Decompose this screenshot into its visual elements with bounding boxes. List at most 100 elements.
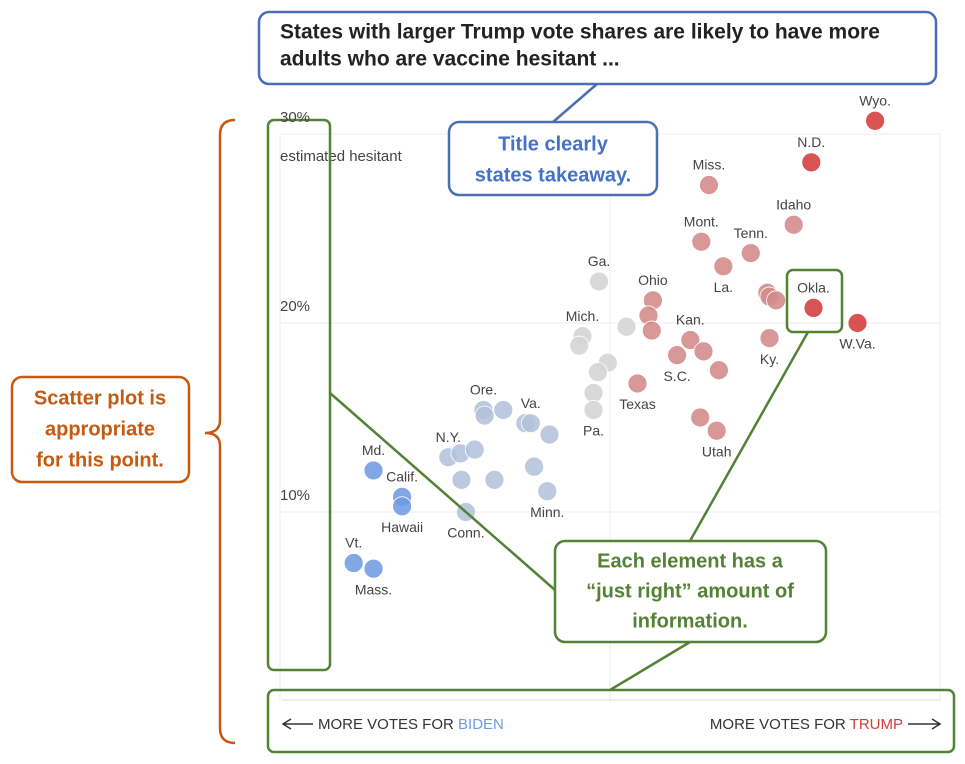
point-label: N.Y. [436, 429, 461, 445]
callout-text: “just right” amount of [586, 580, 794, 602]
chart-title: States with larger Trump vote shares are… [280, 21, 880, 44]
point-label: La. [714, 279, 733, 295]
point [363, 460, 384, 481]
point [474, 405, 495, 426]
point-label: W.Va. [839, 336, 875, 352]
callout-text: Scatter plot is [34, 387, 166, 409]
point [801, 152, 822, 173]
point-label: Minn. [530, 504, 564, 520]
point [524, 456, 544, 477]
point [766, 290, 786, 311]
connector [329, 392, 556, 591]
x-label-left-highlight: BIDEN [458, 716, 504, 733]
point-label: Pa. [583, 423, 604, 439]
point [690, 407, 711, 428]
bracket [204, 118, 236, 745]
callout-text: states takeaway. [475, 164, 631, 186]
point [464, 439, 485, 460]
point-label: Miss. [693, 157, 726, 173]
x-label-right: MORE VOTES FOR TRUMP [710, 716, 903, 733]
point [759, 328, 780, 349]
point [691, 231, 712, 252]
point [740, 243, 761, 263]
point [588, 362, 608, 383]
title-box [257, 10, 938, 86]
point-label: Mass. [355, 581, 392, 597]
arrow-left [281, 718, 313, 730]
callout-text: Title clearly [498, 133, 609, 155]
point [451, 469, 472, 490]
highlight-box [266, 688, 956, 754]
callout-box [447, 120, 659, 197]
y-tick-label: 30% [280, 109, 310, 126]
point [783, 214, 804, 235]
point [569, 335, 590, 356]
point [706, 420, 727, 441]
point [803, 297, 824, 318]
point-label: Conn. [447, 525, 484, 541]
point [680, 330, 701, 350]
point-label: Okla. [797, 280, 830, 296]
point-label: Ga. [588, 253, 611, 269]
point [667, 345, 687, 366]
point [627, 373, 648, 394]
point [616, 316, 637, 337]
callout-text: for this point. [36, 449, 164, 471]
connector [552, 83, 598, 123]
point [709, 360, 729, 381]
x-label-right-text: MORE VOTES FOR [710, 716, 846, 733]
point [713, 256, 734, 277]
callout-box [10, 375, 191, 484]
callout-text: Each element has a [597, 550, 784, 572]
point-label: Idaho [776, 196, 811, 212]
x-label-left-text: MORE VOTES FOR [318, 716, 454, 733]
point [493, 400, 514, 420]
point-label: Md. [362, 442, 385, 458]
point [693, 341, 714, 362]
point [583, 400, 604, 420]
connector [609, 640, 691, 692]
point-label: N.D. [797, 134, 825, 150]
callout-text: appropriate [45, 418, 155, 440]
x-label-left: MORE VOTES FOR BIDEN [318, 716, 504, 733]
y-tick-label: 10% [280, 487, 310, 504]
point [865, 110, 885, 131]
point [537, 481, 558, 502]
point-label: Ohio [638, 272, 668, 288]
y-tick-label: 20% [280, 298, 310, 315]
point-label: Ky. [760, 351, 779, 367]
point [847, 313, 868, 333]
arrow-right [908, 718, 942, 730]
x-label-right-highlight: TRUMP [850, 716, 903, 733]
connector [688, 331, 810, 542]
point-label: Vt. [345, 535, 362, 551]
point [539, 424, 560, 445]
point [520, 413, 541, 434]
point [641, 320, 662, 341]
point-label: S.C. [663, 368, 690, 384]
point [392, 496, 413, 517]
point-label: Hawaii [381, 519, 423, 535]
callout-text: information. [632, 610, 748, 632]
point [699, 175, 719, 195]
point-label: Utah [702, 443, 732, 459]
point [589, 271, 609, 292]
point [363, 558, 384, 579]
point [583, 383, 604, 403]
point-label: Mich. [566, 308, 599, 324]
highlight-box [266, 118, 332, 672]
point-label: Va. [521, 395, 541, 411]
callout-box [553, 539, 828, 644]
point [484, 469, 505, 490]
point-label: Mont. [684, 213, 719, 229]
point-label: Wyo. [859, 92, 891, 108]
points: Vt. Mass. Md.Calif. Hawaii N.Y. Conn. Ore. Va. M… [343, 92, 891, 597]
y-axis-label: estimated hesitant [280, 148, 403, 165]
point-label: Calif. [386, 469, 418, 485]
point-label: Ore. [470, 382, 497, 398]
chart-title: adults who are vaccine hesitant ... [280, 48, 620, 71]
point-label: Texas [619, 396, 656, 412]
highlight-box [785, 268, 844, 334]
point [343, 553, 364, 573]
